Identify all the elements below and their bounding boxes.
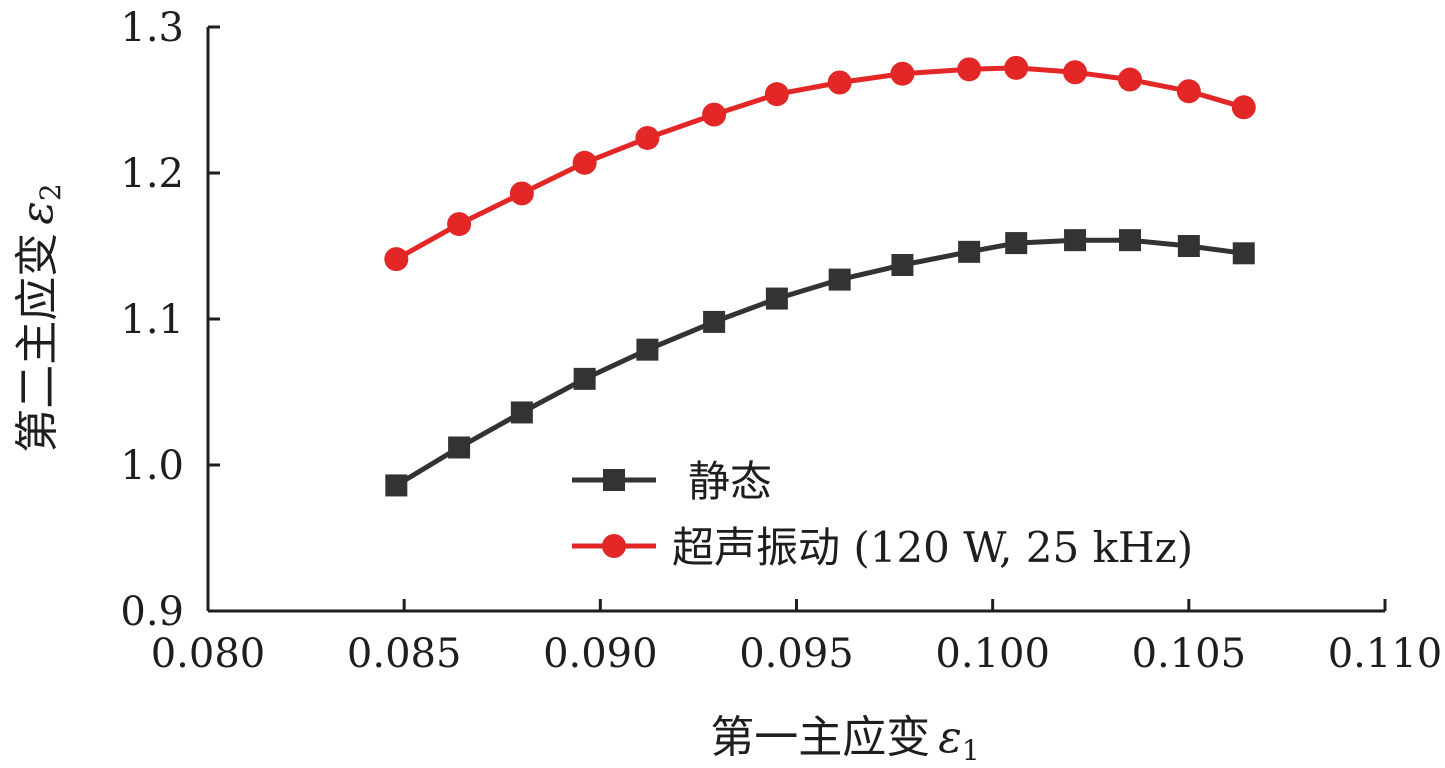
data-point-circle [1176, 79, 1201, 104]
data-point-square [1177, 235, 1200, 257]
legend-marker-square [603, 469, 625, 491]
data-point-circle [702, 102, 727, 127]
x-tick-label: 0.100 [935, 631, 1050, 677]
data-point-circle [384, 247, 409, 272]
legend-label-ultrasonic: 超声振动 (120 W, 25 kHz) [672, 523, 1193, 572]
legend: 静态 超声振动 (120 W, 25 kHz) [572, 457, 1193, 572]
data-point-circle [1063, 60, 1088, 85]
data-point-square [891, 253, 914, 276]
data-point-square [1232, 242, 1255, 265]
series-line [395, 65, 1245, 262]
x-tick-label: 0.085 [347, 631, 462, 677]
series-line [395, 237, 1245, 488]
y-tick-label: 1.1 [120, 297, 184, 343]
x-axis-ticks: 0.080 0.085 0.090 0.095 0.100 0.105 0.110 [151, 599, 1443, 677]
data-point-circle [1117, 67, 1142, 92]
data-point-square [385, 474, 408, 497]
series-layer [384, 55, 1256, 497]
data-point-circle [1004, 55, 1029, 80]
series-ultrasonic [384, 55, 1256, 272]
y-tick-label: 1.0 [120, 443, 184, 489]
data-point-circle [635, 125, 660, 150]
x-tick-label: 0.110 [1328, 631, 1443, 677]
data-point-circle [447, 212, 472, 237]
x-tick-label: 0.105 [1132, 631, 1247, 677]
data-point-square [703, 310, 726, 333]
data-point-square [636, 338, 659, 361]
data-point-square [573, 367, 596, 390]
x-tick-label: 0.080 [151, 631, 266, 677]
legend-label-static: 静态 [688, 457, 772, 506]
data-point-circle [957, 57, 982, 82]
x-tick-label: 0.090 [543, 631, 658, 677]
series-static [385, 229, 1255, 497]
data-point-circle [1231, 95, 1256, 120]
x-tick-label: 0.095 [739, 631, 854, 677]
x-axis-title: 第一主应变 ε1 [710, 712, 979, 767]
data-point-circle [509, 181, 534, 206]
data-point-square [510, 401, 533, 424]
legend-item-static: 静态 [572, 457, 772, 506]
y-tick-label: 1.3 [120, 5, 184, 51]
data-point-circle [572, 150, 597, 175]
y-tick-label: 1.2 [120, 151, 184, 197]
data-point-circle [827, 70, 852, 95]
legend-item-ultrasonic: 超声振动 (120 W, 25 kHz) [572, 523, 1193, 572]
data-point-square [1005, 232, 1028, 255]
legend-marker-circle [602, 534, 626, 558]
data-point-square [765, 287, 788, 310]
y-tick-label: 0.9 [120, 589, 184, 635]
data-point-square [828, 268, 851, 291]
data-point-square [1064, 229, 1087, 252]
data-point-circle [890, 61, 915, 86]
y-axis-ticks: 0.9 1.0 1.1 1.2 1.3 [120, 5, 220, 635]
y-axis-title: 第二主应变ε2 [12, 183, 67, 452]
data-point-square [958, 240, 981, 263]
data-point-square [448, 436, 471, 459]
data-point-square [1118, 229, 1141, 252]
data-point-circle [764, 82, 789, 107]
